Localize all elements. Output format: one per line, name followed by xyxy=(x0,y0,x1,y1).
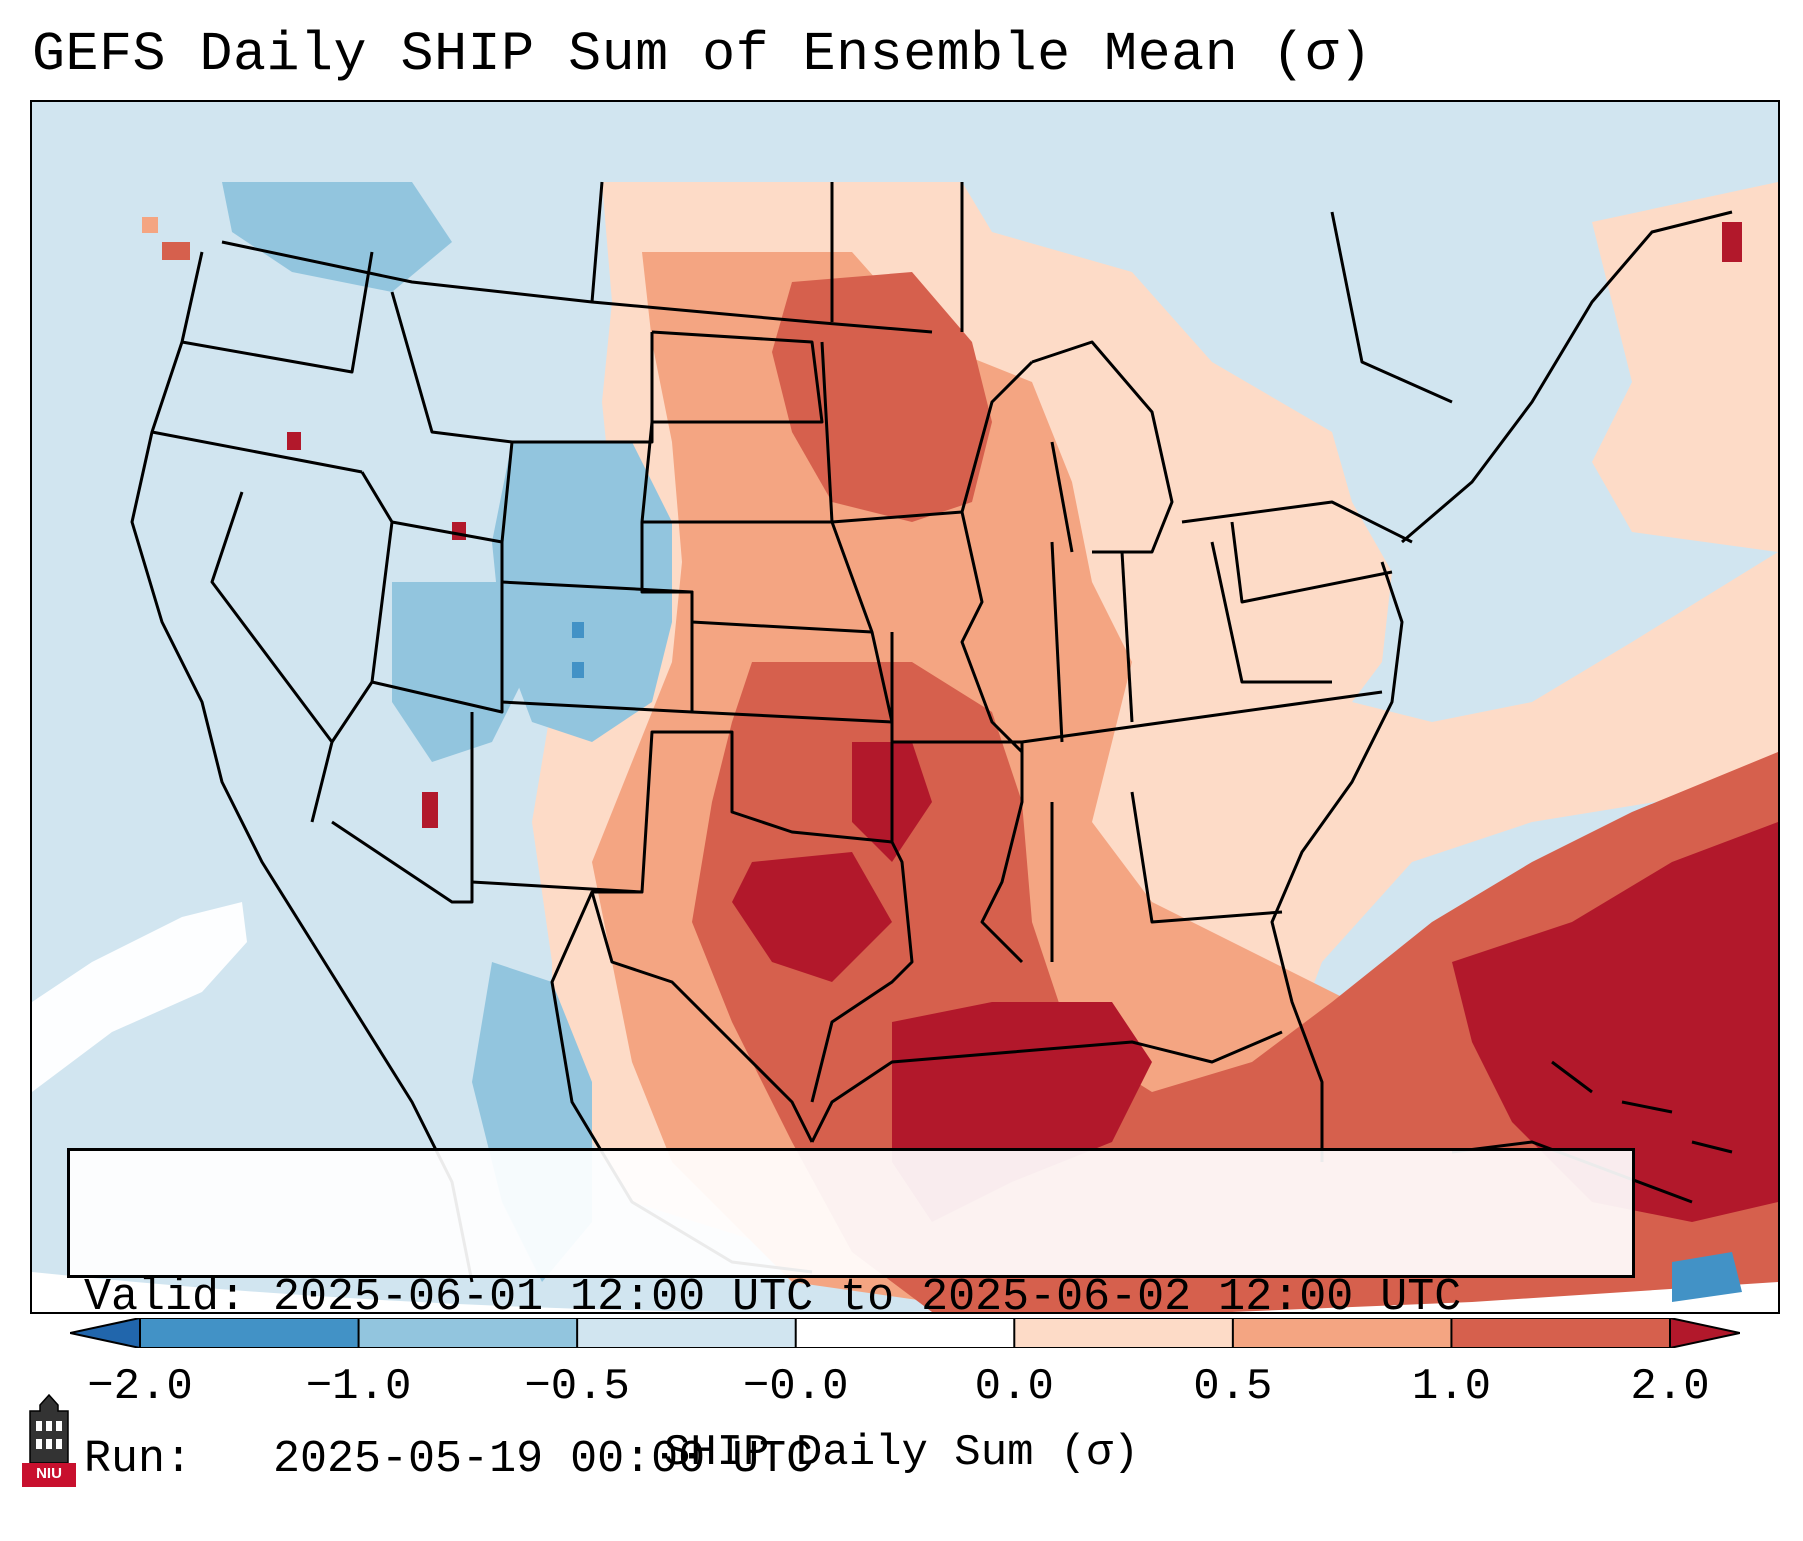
colorbar-bin xyxy=(1014,1318,1234,1348)
colorbar-tick-label: 2.0 xyxy=(1630,1362,1710,1412)
colorbar-ticks xyxy=(139,1318,1671,1348)
anomaly-region-neg-colorado xyxy=(492,442,672,742)
colorbar-bin xyxy=(1232,1318,1452,1348)
colorbar-bin xyxy=(795,1318,1015,1348)
colorbar-tick-label: −1.0 xyxy=(305,1362,412,1412)
anomaly-cell xyxy=(572,622,584,638)
anomaly-cell xyxy=(162,242,190,260)
boundaries xyxy=(130,181,1733,1283)
validity-info-box: Valid: 2025-06-01 12:00 UTC to 2025-06-0… xyxy=(67,1148,1635,1485)
colorbar-tick-label: 1.0 xyxy=(1411,1362,1492,1412)
colorbar-label: SHIP Daily Sum (σ) xyxy=(663,1428,1140,1478)
colorbar-under-arrow xyxy=(70,1318,140,1348)
anomaly-region-gt2-atlantic xyxy=(1452,822,1778,1222)
run-time-text: Run: 2025-05-19 00:00 UTC xyxy=(84,1434,814,1485)
neutral-region-pacific xyxy=(32,902,247,1092)
colorbar-tick-label: −2.0 xyxy=(87,1362,193,1412)
colorbar-bin xyxy=(1451,1318,1671,1348)
anomaly-cell xyxy=(1722,222,1742,262)
map-panel[interactable] xyxy=(30,100,1780,1314)
anomaly-cell xyxy=(287,432,301,450)
anomaly-region-neg-utah xyxy=(392,582,532,762)
west-coast xyxy=(130,251,314,943)
colorbar-tick-label: −0.5 xyxy=(524,1362,630,1412)
colorbar-bin xyxy=(140,1318,360,1348)
anomaly-cell xyxy=(142,217,158,233)
colorbar-bins xyxy=(140,1318,1671,1348)
colorbar-bin xyxy=(358,1318,578,1348)
page-title: GEFS Daily SHIP Sum of Ensemble Mean (σ) xyxy=(32,23,1373,86)
colorbar-tick-label: −0.0 xyxy=(742,1362,849,1412)
colorbar-over-arrow xyxy=(1670,1318,1740,1348)
valid-time-text: Valid: 2025-06-01 12:00 UTC to 2025-06-0… xyxy=(84,1272,1462,1323)
niu-logo-text: NIU xyxy=(36,1465,62,1482)
colorbar-tick-label: 0.5 xyxy=(1193,1362,1273,1412)
anomaly-region-neg-caribbean xyxy=(1672,1252,1742,1302)
ship-anomaly-map[interactable] xyxy=(32,102,1778,1312)
anomaly-region-0.0-0.5-northeast xyxy=(1592,182,1778,552)
niu-logo xyxy=(22,1393,76,1487)
colorbar xyxy=(70,1318,1740,1348)
colorbar-tick-label: 0.0 xyxy=(974,1362,1054,1412)
colorbar-bin xyxy=(577,1318,797,1348)
anomaly-cell xyxy=(572,662,584,678)
anomaly-region-gt2-texas xyxy=(732,852,892,982)
anomaly-region-neg-northwest xyxy=(222,182,452,292)
anomaly-region-1.0-2.0-dakotas xyxy=(772,272,992,522)
anomaly-cell xyxy=(422,792,438,828)
anomaly-cell xyxy=(452,522,466,540)
